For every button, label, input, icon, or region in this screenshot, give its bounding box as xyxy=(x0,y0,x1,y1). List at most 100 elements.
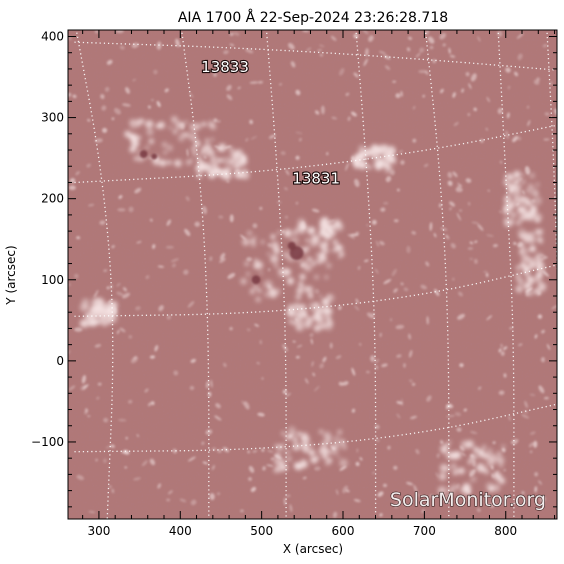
network-fragment xyxy=(285,392,292,398)
plage-patch xyxy=(96,304,102,310)
plage-patch xyxy=(163,150,168,155)
network-fragment xyxy=(211,465,215,471)
plage-patch xyxy=(360,161,367,167)
network-fragment xyxy=(447,180,453,187)
network-fragment xyxy=(254,323,259,327)
network-fragment xyxy=(456,212,462,221)
plage-patch xyxy=(100,314,107,321)
plage-patch xyxy=(287,426,297,435)
network-fragment xyxy=(218,215,224,219)
network-fragment xyxy=(420,284,427,290)
plage-patch xyxy=(493,472,502,481)
network-fragment xyxy=(116,291,124,296)
network-fragment xyxy=(223,50,229,55)
network-fragment xyxy=(432,59,437,64)
network-fragment xyxy=(393,465,398,470)
network-fragment xyxy=(314,288,320,294)
network-fragment xyxy=(413,484,418,493)
sunspot xyxy=(287,241,296,250)
plage-patch xyxy=(529,172,536,179)
network-fragment xyxy=(347,234,355,239)
network-fragment xyxy=(217,120,221,123)
network-fragment xyxy=(188,92,194,98)
network-fragment xyxy=(486,234,494,237)
network-fragment xyxy=(247,450,250,454)
network-fragment xyxy=(342,381,349,386)
network-fragment xyxy=(422,94,425,98)
network-fragment xyxy=(76,236,81,240)
plage-patch xyxy=(437,486,447,495)
network-fragment xyxy=(500,343,504,348)
network-fragment xyxy=(458,291,463,297)
network-fragment xyxy=(465,178,472,183)
network-fragment xyxy=(524,400,528,408)
network-fragment xyxy=(539,496,546,503)
grid-meridian xyxy=(546,30,557,292)
network-fragment xyxy=(229,214,234,223)
network-fragment xyxy=(387,445,391,450)
network-fragment xyxy=(516,33,524,39)
network-fragment xyxy=(489,503,495,508)
plage-patch xyxy=(237,160,245,168)
x-tick-label: 400 xyxy=(169,524,192,538)
active-region-label: 13831 xyxy=(292,169,340,187)
y-tick-label: 200 xyxy=(41,192,64,206)
network-fragment xyxy=(74,327,83,332)
network-fragment xyxy=(249,119,253,125)
plage-patch xyxy=(293,462,301,470)
plage-patch xyxy=(295,325,301,331)
network-fragment xyxy=(289,504,293,513)
network-fragment xyxy=(375,365,379,370)
network-fragment xyxy=(252,450,258,453)
plage-patch xyxy=(324,275,329,280)
network-fragment xyxy=(397,188,400,192)
plage-patch xyxy=(534,262,541,268)
plage-patch xyxy=(178,134,185,142)
plage-patch xyxy=(195,163,205,173)
network-fragment xyxy=(440,88,444,94)
network-fragment xyxy=(408,333,412,340)
sunspot xyxy=(139,150,148,159)
plage-patch xyxy=(194,140,201,147)
network-fragment xyxy=(118,195,123,199)
network-fragment xyxy=(374,268,379,274)
network-fragment xyxy=(521,190,526,195)
network-fragment xyxy=(525,287,533,293)
network-fragment xyxy=(455,187,463,193)
y-tick-label: 0 xyxy=(56,354,64,368)
plage-patch xyxy=(273,457,280,464)
network-fragment xyxy=(513,497,520,505)
plage-patch xyxy=(166,144,174,152)
plage-patch xyxy=(124,130,132,138)
plage-patch xyxy=(438,472,447,481)
network-fragment xyxy=(457,182,463,188)
network-fragment xyxy=(396,413,401,419)
plage-patch xyxy=(462,486,472,495)
plage-patch xyxy=(90,320,97,327)
network-fragment xyxy=(166,315,172,320)
network-fragment xyxy=(311,208,320,213)
plage-patch xyxy=(469,454,477,461)
plage-patch xyxy=(536,271,544,279)
sunspot xyxy=(151,153,158,160)
network-fragment xyxy=(400,282,404,286)
y-axis-label: Y (arcsec) xyxy=(4,245,18,305)
network-fragment xyxy=(448,47,451,54)
network-fragment xyxy=(117,208,126,212)
network-fragment xyxy=(468,83,472,90)
plage-patch xyxy=(528,183,534,189)
network-fragment xyxy=(116,282,121,287)
network-fragment xyxy=(412,138,417,143)
network-fragment xyxy=(436,453,440,458)
network-fragment xyxy=(449,54,456,58)
plage-patch xyxy=(305,286,310,291)
network-fragment xyxy=(503,468,507,472)
plage-patch xyxy=(488,453,497,463)
network-fragment xyxy=(396,401,403,405)
network-fragment xyxy=(449,207,452,211)
network-fragment xyxy=(371,311,375,317)
network-fragment xyxy=(103,458,107,464)
network-fragment xyxy=(213,118,218,123)
network-fragment xyxy=(392,80,397,83)
network-fragment xyxy=(409,379,413,383)
